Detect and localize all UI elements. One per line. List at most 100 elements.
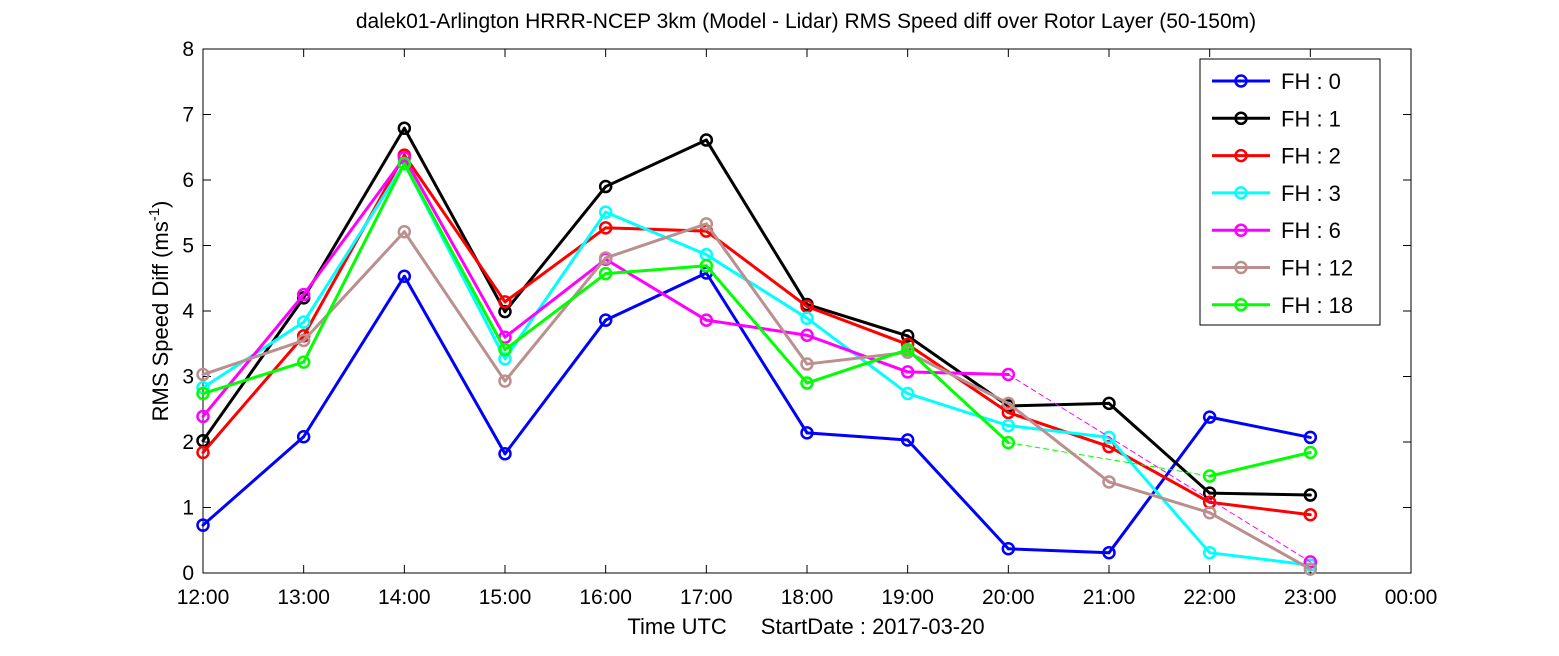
x-tick-label: 18:00 (781, 586, 834, 609)
series-line-segment (402, 230, 507, 383)
series-line-segment (805, 304, 910, 346)
data-point (699, 259, 714, 273)
series-line-segment (704, 318, 809, 337)
series-line-segment (402, 126, 507, 314)
x-tick-label: 23:00 (1284, 586, 1337, 609)
series-line-segment (302, 274, 406, 439)
legend-item-fh-12: FH : 12 (1212, 256, 1353, 281)
series-line-segment (1107, 401, 1212, 495)
data-point (1001, 418, 1016, 433)
y-axis-label-sup: -1 (146, 208, 163, 221)
legend-label: FH : 3 (1281, 181, 1341, 206)
x-tick-label: 00:00 (1385, 586, 1438, 609)
data-point (1102, 475, 1116, 489)
series-line-segment (1208, 500, 1312, 517)
data-point (1001, 367, 1016, 382)
series-line-segment (1006, 424, 1111, 439)
series-line-segment (906, 392, 1010, 428)
x-tick-label: 22:00 (1183, 586, 1236, 609)
data-point (498, 374, 512, 388)
series-line-segment (201, 334, 306, 454)
data-point (196, 367, 210, 382)
legend-swatch-marker (1234, 298, 1248, 312)
series-line-segment (302, 156, 406, 297)
series-line-segment (1107, 415, 1212, 555)
data-point (800, 376, 814, 390)
x-tick-label: 13:00 (277, 586, 330, 609)
data-point (196, 409, 210, 424)
series-line-segment (805, 431, 910, 442)
x-tick-label: 14:00 (378, 586, 431, 609)
data-point (498, 295, 512, 309)
series-line-segment (1007, 374, 1311, 563)
data-point (296, 333, 311, 348)
y-tick-label: 3 (182, 366, 194, 389)
y-tick-label: 7 (182, 104, 194, 127)
series-line-segment (503, 226, 608, 304)
legend-swatch-marker (1234, 74, 1248, 88)
series-line-segment (805, 302, 910, 338)
series-line-segment (1208, 511, 1312, 571)
series-line-segment (503, 318, 608, 456)
series-line-segment (1006, 401, 1111, 408)
legend-item-fh-2: FH : 2 (1212, 144, 1341, 169)
data-point (1102, 439, 1116, 454)
data-point (1001, 435, 1016, 450)
data-point (196, 518, 210, 532)
series-line-segment (503, 256, 608, 383)
data-point (1202, 505, 1217, 520)
data-point (1001, 542, 1016, 556)
data-point (900, 329, 915, 343)
series-line-segment (805, 348, 910, 385)
x-tick-label: 17:00 (680, 586, 733, 609)
series-line-segment (201, 435, 306, 527)
data-point (296, 287, 311, 302)
series-fh-18 (196, 156, 1318, 483)
series-line-segment (503, 185, 608, 314)
x-axis-label: Time UTC StartDate : 2017-03-20 (627, 614, 984, 639)
series-line-segment (704, 138, 809, 306)
data-point (699, 313, 714, 327)
series-line-segment (201, 296, 306, 443)
data-point (800, 426, 814, 440)
y-tick-label: 1 (182, 497, 194, 520)
y-tick-label: 5 (182, 235, 194, 258)
series-line-segment (402, 156, 507, 339)
data-point (1202, 545, 1217, 560)
legend-swatch-marker (1234, 186, 1248, 200)
data-point (397, 121, 412, 136)
series-line-segment (604, 138, 708, 189)
legend-label: FH : 12 (1281, 256, 1353, 281)
series-line-segment (704, 229, 809, 308)
data-point (598, 179, 613, 194)
data-point (598, 313, 613, 327)
legend-swatch-marker (1234, 260, 1248, 275)
data-point (498, 342, 512, 357)
series-line-segment (1208, 450, 1312, 478)
series-line-segment (1208, 415, 1312, 439)
series-line-segment (1208, 491, 1312, 497)
legend-item-fh-18: FH : 18 (1212, 293, 1353, 318)
data-point (296, 430, 311, 444)
legend-label: FH : 0 (1281, 69, 1341, 94)
series-line-segment (201, 360, 306, 396)
data-point (498, 447, 512, 461)
series-fh-0 (196, 266, 1318, 560)
legend-swatch-marker (1234, 148, 1248, 163)
data-point (1303, 507, 1318, 522)
series-fh-2 (196, 148, 1318, 522)
series-line-segment (604, 257, 708, 322)
series-line-segment (402, 162, 507, 352)
data-point (1202, 410, 1217, 424)
legend-item-fh-1: FH : 1 (1212, 106, 1341, 131)
x-tick-label: 19:00 (881, 586, 934, 609)
legend-label: FH : 6 (1281, 218, 1341, 243)
series-line-segment (1107, 480, 1212, 515)
y-tick-label: 4 (182, 300, 194, 323)
legend-swatch-marker (1234, 223, 1248, 237)
data-point (900, 433, 915, 447)
series-line-segment (1107, 435, 1212, 555)
series-fh-1 (196, 121, 1318, 502)
series-line-segment (302, 162, 406, 324)
series-line-segment (704, 222, 809, 366)
